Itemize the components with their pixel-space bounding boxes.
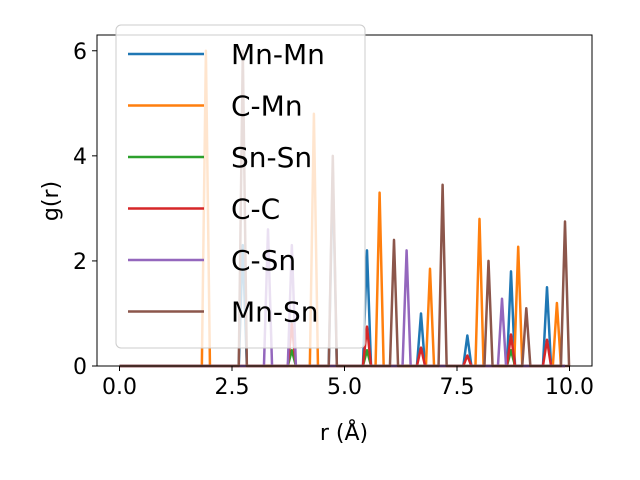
legend: Mn-Mn C-Mn Sn-Sn C-C C-Sn Mn-Sn bbox=[115, 24, 366, 349]
x-tick-label: 0.0 bbox=[102, 375, 137, 400]
y-tick-label: 6 bbox=[73, 40, 87, 65]
x-tick-label: 5.0 bbox=[327, 375, 362, 400]
y-axis-title: g(r) bbox=[39, 181, 64, 221]
x-axis-title: r (Å) bbox=[320, 419, 368, 446]
legend-label: C-Sn bbox=[231, 244, 296, 277]
y-tick-label: 4 bbox=[73, 145, 87, 170]
legend-label: Mn-Mn bbox=[231, 38, 325, 71]
series-line-sn-sn bbox=[119, 348, 565, 368]
legend-label: C-C bbox=[231, 193, 280, 226]
legend-label: C-Mn bbox=[231, 90, 303, 123]
x-tick-label: 2.5 bbox=[215, 375, 250, 400]
x-tick-label: 7.5 bbox=[440, 375, 475, 400]
y-tick-label: 2 bbox=[73, 250, 87, 275]
legend-label: Sn-Sn bbox=[231, 141, 312, 174]
legend-label: Mn-Sn bbox=[231, 296, 319, 329]
x-tick-label: 10.0 bbox=[545, 375, 594, 400]
y-tick-label: 0 bbox=[73, 355, 87, 380]
axis-ticks: 0.0 2.5 5.0 7.5 10.0 0 2 4 6 bbox=[73, 40, 594, 400]
